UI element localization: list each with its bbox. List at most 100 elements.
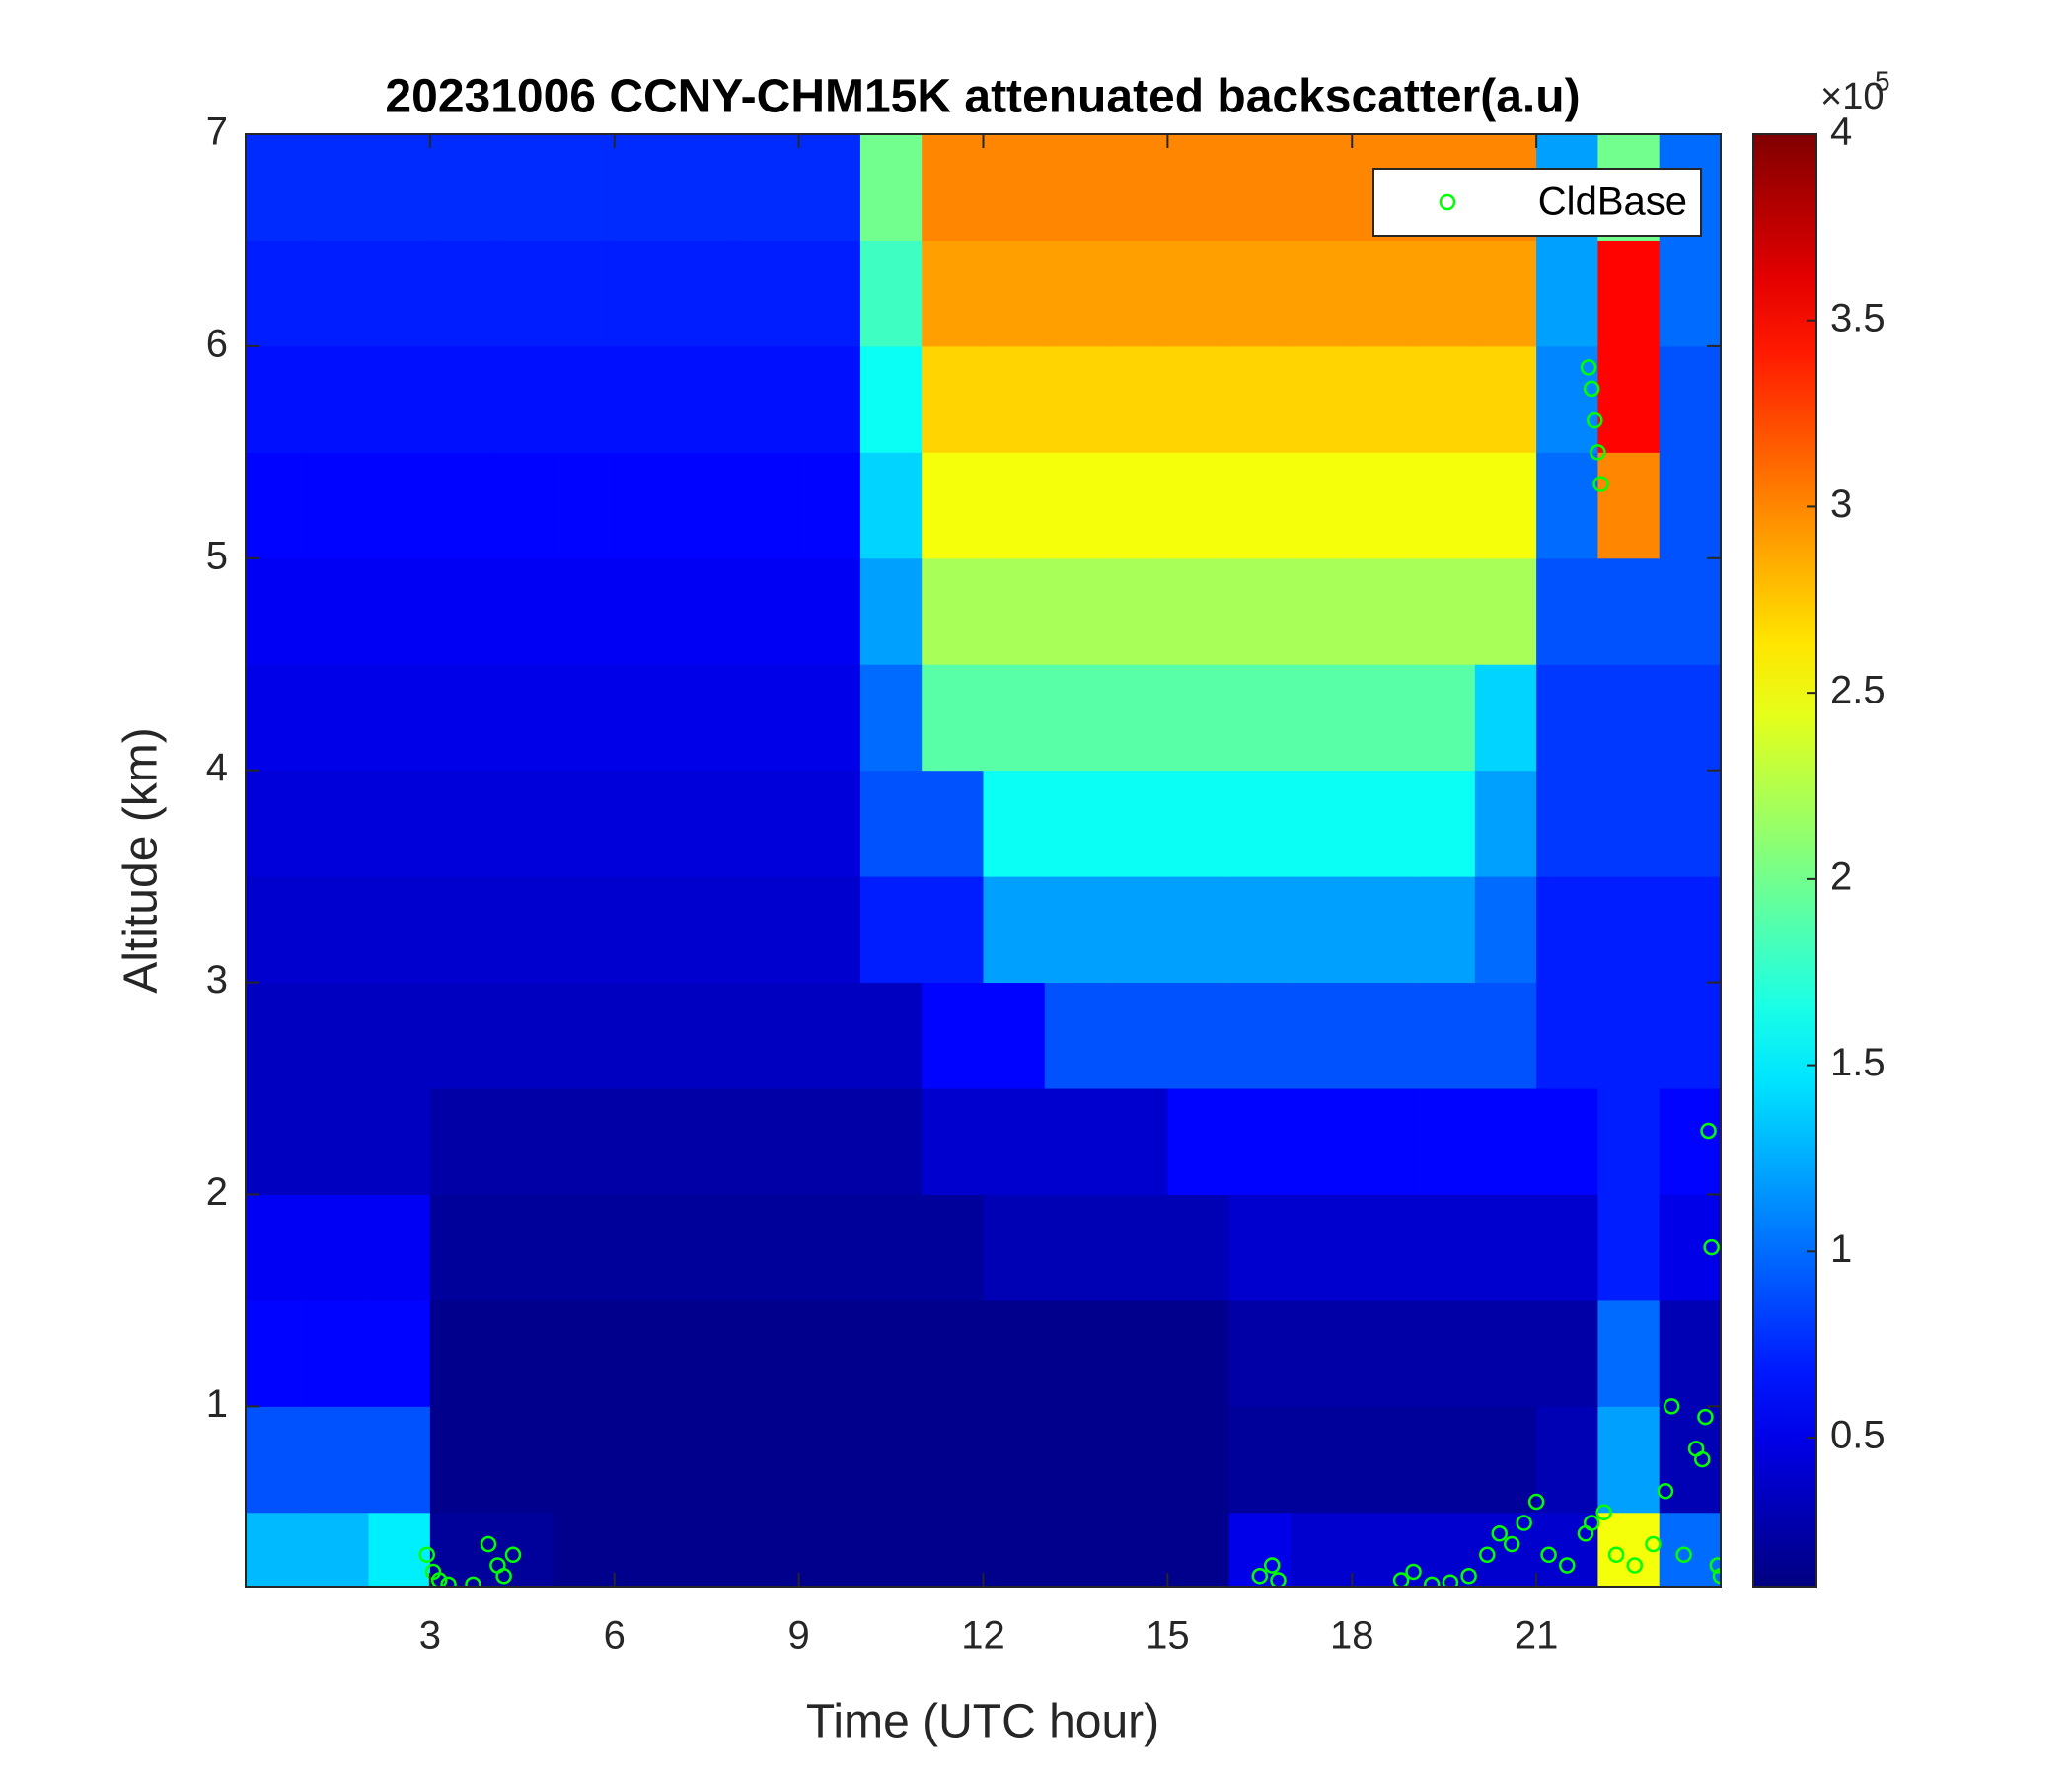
heatmap-cell	[922, 452, 984, 559]
heatmap-cell	[491, 134, 554, 241]
heatmap-cell	[1290, 452, 1353, 559]
heatmap-cell	[798, 557, 861, 665]
y-tick-label: 3	[206, 958, 228, 1001]
heatmap-cell	[737, 240, 800, 347]
heatmap-cell	[983, 982, 1046, 1089]
heatmap-cell	[676, 1194, 738, 1301]
heatmap-cell	[798, 1194, 861, 1301]
cloud-base-point	[1479, 1546, 1496, 1564]
heatmap-cell	[1474, 345, 1537, 453]
heatmap-cell	[1536, 876, 1598, 984]
heatmap-cell	[798, 1088, 861, 1195]
heatmap-cell	[614, 982, 677, 1089]
heatmap-cell	[983, 1194, 1046, 1301]
cloud-base-point	[1540, 1546, 1557, 1564]
cloud-base-point	[1460, 1568, 1477, 1585]
heatmap-cell	[553, 770, 616, 877]
heatmap-cell	[859, 876, 923, 984]
heatmap-cell	[307, 1088, 370, 1195]
heatmap-cell	[614, 1512, 677, 1587]
heatmap-cell	[1659, 452, 1721, 559]
heatmap-cell	[798, 240, 861, 347]
heatmap-cell	[1167, 345, 1230, 453]
x-axis-label: Time (UTC hour)	[806, 1696, 1159, 1748]
heatmap-cell	[1659, 240, 1721, 347]
x-tick-label: 6	[604, 1614, 626, 1658]
heatmap-cell	[922, 134, 984, 241]
heatmap-cell	[1044, 1088, 1107, 1195]
cloud-base-point	[1592, 476, 1609, 492]
heatmap-cell	[1536, 1299, 1598, 1407]
x-tick-label: 12	[961, 1614, 1005, 1658]
cloud-base-point	[1657, 1483, 1674, 1500]
heatmap-cell	[1167, 240, 1230, 347]
heatmap-cell	[491, 770, 554, 877]
heatmap-cell	[922, 1299, 984, 1407]
heatmap-cell	[246, 557, 308, 665]
heatmap-cell	[922, 240, 984, 347]
heatmap-cell	[676, 1088, 738, 1195]
heatmap-cell	[368, 664, 431, 772]
heatmap-cell	[1659, 345, 1721, 453]
heatmap-cell	[1167, 1194, 1230, 1301]
heatmap-cell	[246, 664, 308, 772]
heatmap-cell	[307, 240, 370, 347]
heatmap-cell	[922, 557, 984, 665]
colorbar-tick-label: 1.5	[1830, 1041, 1886, 1084]
heatmap-cell	[368, 1406, 431, 1514]
heatmap-cell	[1597, 452, 1661, 559]
heatmap-cell	[614, 345, 677, 453]
cloud-base-point	[1583, 380, 1600, 398]
heatmap-cell	[429, 982, 492, 1089]
heatmap-cell	[1413, 345, 1476, 453]
heatmap-cell	[553, 664, 616, 772]
heatmap-cell	[429, 770, 492, 877]
heatmap-cell	[614, 452, 677, 559]
heatmap-cell	[1290, 345, 1353, 453]
heatmap-cell	[1106, 345, 1168, 453]
colorbar-exponent: 5	[1875, 65, 1890, 96]
heatmap-cell	[1228, 452, 1292, 559]
heatmap-cell	[1597, 240, 1661, 347]
heatmap-cell	[1474, 1194, 1537, 1301]
heatmap-cell	[737, 345, 800, 453]
legend-marker	[1439, 193, 1456, 211]
heatmap-cell	[922, 876, 984, 984]
heatmap-cell	[1597, 1194, 1661, 1301]
scatter-series	[418, 359, 1721, 1587]
cloud-base-point	[1392, 1572, 1410, 1587]
heatmap-cell	[491, 1088, 554, 1195]
heatmap-cell	[737, 770, 800, 877]
heatmap-cell	[1474, 1406, 1537, 1514]
cloud-base-point	[430, 1572, 448, 1587]
heatmap-cell	[1659, 1512, 1721, 1587]
heatmap-cell	[1228, 1512, 1292, 1587]
heatmap-cell	[1228, 1299, 1292, 1407]
heatmap-cell	[246, 134, 308, 241]
heatmap-cell	[1597, 1299, 1661, 1407]
heatmap-cell	[1597, 1406, 1661, 1514]
heatmap-cell	[1106, 1512, 1168, 1587]
cloud-base-point	[1580, 359, 1597, 376]
heatmap-cell	[1536, 1088, 1598, 1195]
heatmap-cell	[737, 557, 800, 665]
heatmap-cell	[429, 240, 492, 347]
heatmap-cell	[368, 557, 431, 665]
heatmap-cell	[1290, 134, 1353, 241]
cloud-base-point	[1675, 1546, 1692, 1564]
heatmap-cell	[553, 982, 616, 1089]
heatmap-cell	[553, 557, 616, 665]
heatmap-cell	[1228, 876, 1292, 984]
heatmap-cell	[614, 876, 677, 984]
heatmap-cell	[798, 770, 861, 877]
heatmap-cell	[1536, 770, 1598, 877]
heatmap-cell	[491, 240, 554, 347]
heatmap-cell	[1167, 664, 1230, 772]
heatmap-cell	[1352, 876, 1415, 984]
heatmap	[246, 134, 1721, 1587]
heatmap-cell	[922, 982, 984, 1089]
heatmap-cell	[553, 1512, 616, 1587]
heatmap-cell	[1597, 345, 1661, 453]
heatmap-cell	[1536, 240, 1598, 347]
heatmap-cell	[1106, 240, 1168, 347]
